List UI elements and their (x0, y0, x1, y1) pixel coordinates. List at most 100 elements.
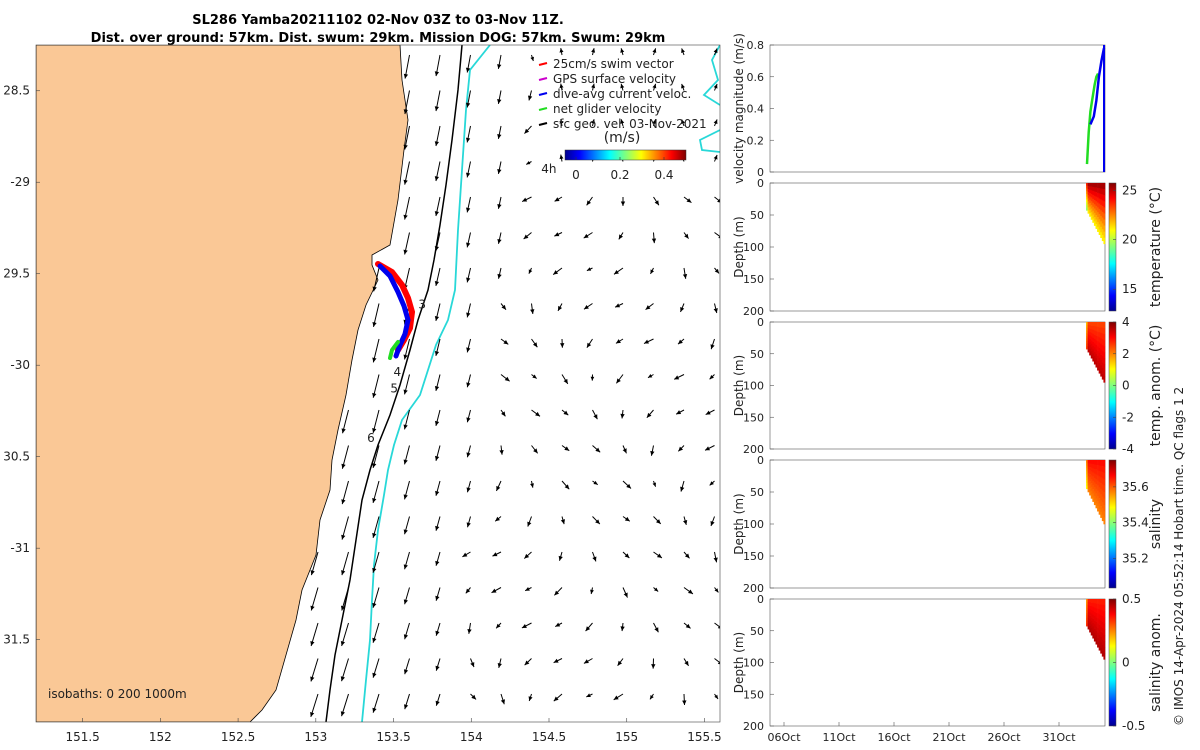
profile-cell (1092, 468, 1095, 473)
profile-cell (1086, 477, 1088, 481)
velocity-vector-head (310, 570, 315, 576)
velocity-vector-head (466, 312, 471, 318)
velocity-vector-head (435, 630, 440, 636)
profile-cell (1097, 212, 1099, 218)
velocity-vector-head (654, 587, 659, 592)
profile-cell (1089, 183, 1092, 187)
velocity-vector-head (496, 485, 501, 491)
profile-cell (1098, 487, 1101, 493)
panel-colorbar-label: salinity (1148, 499, 1164, 549)
velocity-vector-head (554, 197, 560, 202)
velocity-vector-head (403, 179, 408, 185)
velocity-vector-head (713, 83, 718, 89)
profile-cell (1101, 484, 1104, 491)
profile-cell (1087, 349, 1090, 353)
profile-cell (1089, 351, 1092, 356)
colorbar-tick-label: 35.2 (1122, 552, 1149, 566)
profile-cell (1087, 599, 1090, 603)
profile-cell (1089, 602, 1092, 606)
profile-cell (1101, 373, 1104, 380)
profile-cell (1098, 188, 1101, 194)
velocity-vector-head (652, 83, 657, 89)
y-tick-label: 100 (743, 380, 764, 393)
velocity-vector-head (643, 339, 649, 344)
colorbar-tick-label: 15 (1122, 282, 1137, 296)
map-x-tick-label: 155.5 (687, 730, 721, 744)
profile-cell (1092, 349, 1095, 354)
y-tick-label: 0.4 (747, 103, 765, 116)
profile-cell (1093, 611, 1096, 617)
profile-cell (1089, 474, 1092, 478)
profile-cell (1097, 623, 1099, 629)
velocity-vector-head (558, 555, 563, 561)
velocity-vector-head (501, 304, 506, 310)
profile-cell (1086, 332, 1088, 336)
map-x-tick-label: 153 (304, 730, 327, 744)
profile-cell (1100, 609, 1103, 616)
profile-cell (1101, 599, 1104, 606)
velocity-vector-head (434, 385, 440, 391)
profile-cell (1097, 360, 1099, 366)
legend-entry: net glider velocity (553, 102, 661, 116)
velocity-vector-head (717, 198, 720, 203)
velocity-vector-head (647, 374, 653, 378)
velocity-vector-head (497, 99, 502, 104)
map-y-tick-label: 29.5 (3, 267, 30, 281)
profile-cell (1087, 346, 1090, 350)
profile-cell (1095, 224, 1098, 229)
profile-cell (1089, 608, 1092, 613)
profile-cell (1090, 322, 1093, 326)
profile-cell (1097, 207, 1099, 213)
profile-cell (1090, 463, 1093, 468)
profile-cell (1095, 469, 1098, 475)
profile-cell (1089, 189, 1092, 194)
colorbar-tick-label: 4 (1122, 315, 1130, 329)
profile-cell (1100, 500, 1103, 507)
profile-cell (1097, 490, 1099, 497)
velocity-vector-head (403, 389, 408, 395)
profile-cell (1090, 212, 1093, 217)
map-y-tick-label: 31.5 (3, 633, 30, 647)
profile-cell (1090, 460, 1093, 465)
profile-cell (1098, 629, 1101, 636)
profile-cell (1090, 471, 1093, 476)
track-time-label: 4h (541, 162, 556, 176)
profile-cell (1086, 346, 1088, 350)
velocity-vector-shaft (714, 658, 720, 664)
velocity-vector-head (403, 424, 408, 430)
profile-cell (1095, 488, 1098, 494)
y-tick-label: 0 (757, 316, 764, 329)
panel-salinity: 0 50 100 150 200 Depth (m) 35.6 35.4 35.2 salinit… (732, 454, 1164, 595)
map-y-tick-label: 30.5 (3, 450, 30, 464)
profile-cell (1090, 631, 1093, 636)
velocity-vector-head (681, 83, 685, 89)
map-y-ticks: 28.5 -29 29.5 -30 30.5 -31 31.5 (3, 84, 40, 647)
velocity-vector-head (613, 695, 619, 700)
profile-cell (1093, 322, 1096, 327)
profile-cell (1086, 191, 1088, 195)
legend-entry: GPS surface velocity (553, 72, 676, 86)
profile-cell (1093, 624, 1096, 629)
profile-cell (1095, 460, 1098, 466)
profile-cell (1097, 341, 1099, 347)
velocity-vector-head (403, 73, 409, 79)
profile-cell (1095, 479, 1098, 485)
profile-cell (1093, 620, 1096, 625)
velocity-vector-head (340, 711, 345, 717)
velocity-vector-head (466, 207, 471, 213)
y-tick-label: 150 (743, 411, 764, 424)
velocity-vector-head (403, 494, 408, 500)
profile-cell (1086, 183, 1088, 187)
profile-cell (1087, 331, 1090, 335)
profile-cell (1101, 350, 1104, 357)
profile-cell (1087, 482, 1090, 486)
profile-cell (1103, 653, 1106, 660)
profile-cell (1093, 464, 1096, 470)
profile-cell (1086, 199, 1088, 203)
profile-cell (1097, 336, 1099, 342)
velocity-vector-head (591, 119, 596, 124)
profile-cell (1103, 231, 1106, 239)
profile-cell (1089, 213, 1092, 217)
velocity-vector-head (624, 553, 630, 559)
